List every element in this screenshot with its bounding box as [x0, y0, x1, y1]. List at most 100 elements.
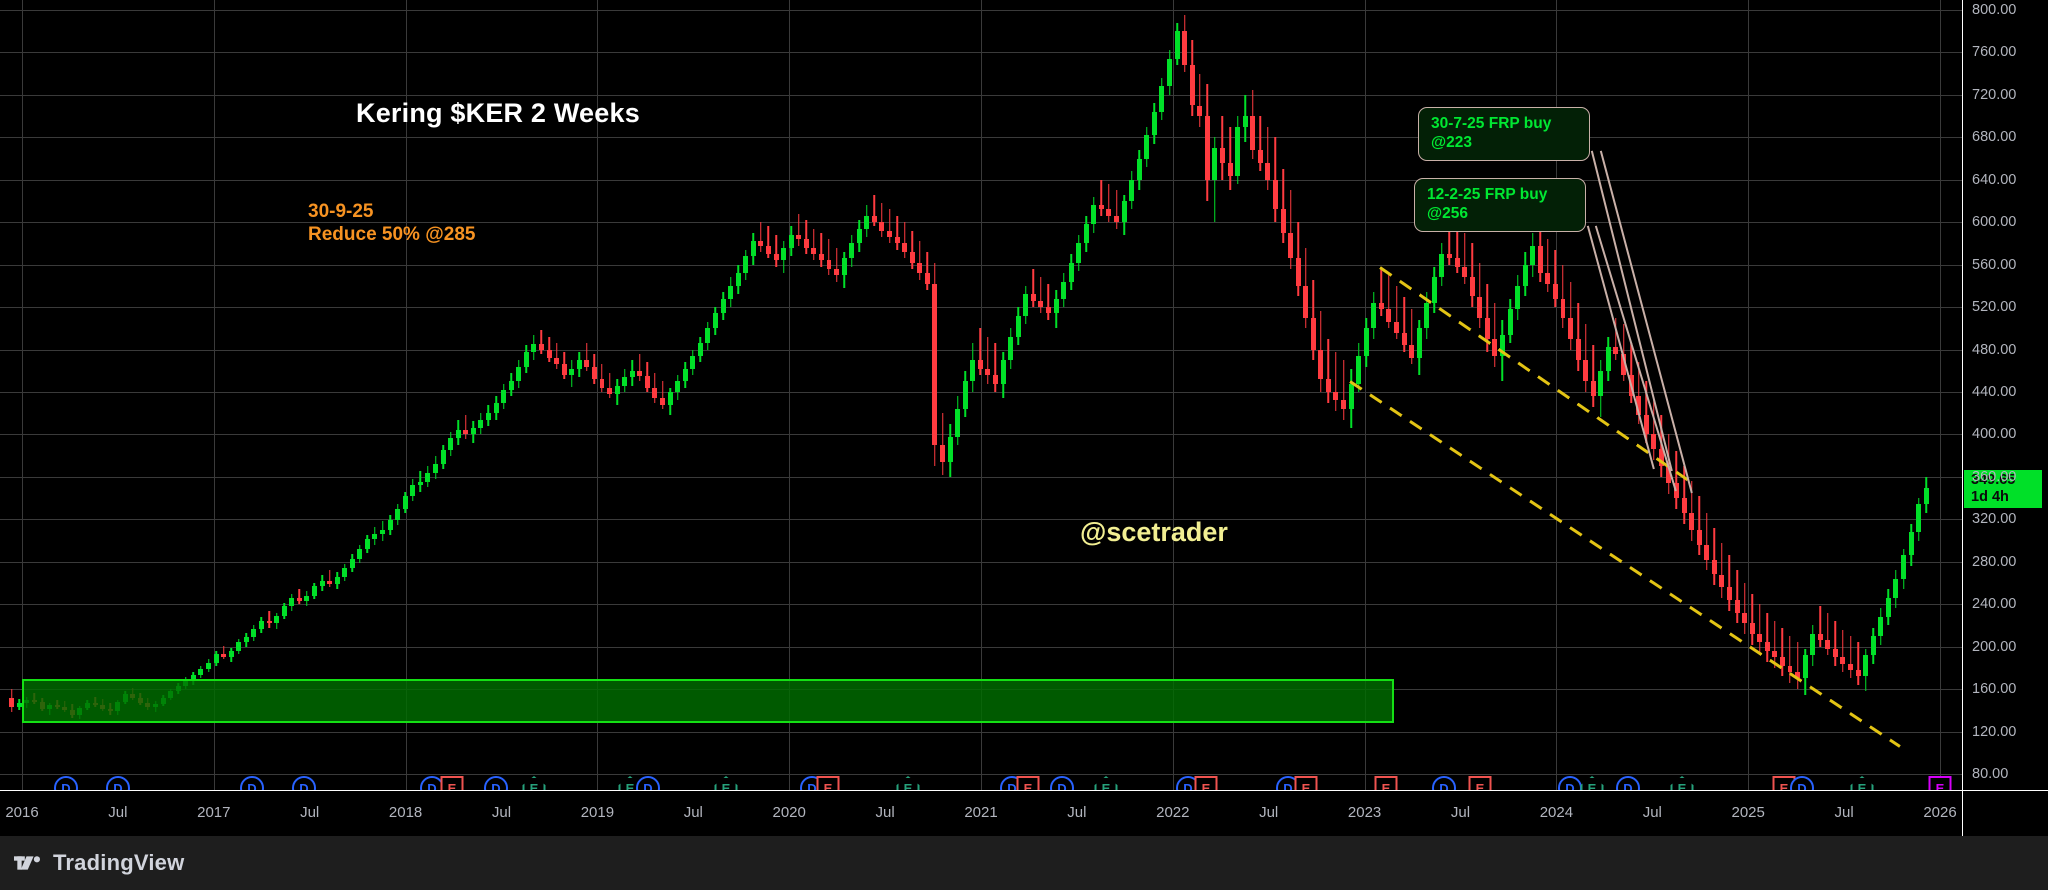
- support-zone-rectangle[interactable]: [21, 678, 1394, 724]
- earnings-marker-miss[interactable]: E: [1468, 776, 1492, 790]
- earnings-marker-beat[interactable]: E: [522, 776, 546, 790]
- dividend-marker[interactable]: D: [292, 776, 316, 790]
- candle: [1061, 0, 1067, 790]
- candle: [554, 0, 560, 790]
- dividend-marker[interactable]: D: [54, 776, 78, 790]
- time-axis-tick: 2025: [1731, 804, 1765, 821]
- chart-title-label: Kering $KER 2 Weeks: [356, 98, 640, 128]
- earnings-marker-beat[interactable]: E: [714, 776, 738, 790]
- candle: [955, 0, 961, 790]
- price-axis-tick: 160.00: [1972, 681, 2017, 698]
- candle: [796, 0, 802, 790]
- candle: [380, 0, 386, 790]
- dividend-marker[interactable]: D: [484, 776, 508, 790]
- earnings-marker-upcoming[interactable]: E: [1928, 776, 1952, 790]
- candle: [1416, 0, 1422, 790]
- candle: [183, 0, 189, 790]
- price-axis-tick: 320.00: [1972, 511, 2017, 528]
- dividend-marker[interactable]: D: [1432, 776, 1456, 790]
- candle: [1303, 0, 1309, 790]
- candle: [758, 0, 764, 790]
- gridline-vertical: [22, 0, 23, 790]
- candle: [1189, 0, 1195, 790]
- candle: [1136, 0, 1142, 790]
- callout-frp-buy-256[interactable]: 12-2-25 FRP buy @256: [1414, 178, 1586, 233]
- price-axis-tick: 600.00: [1972, 214, 2017, 231]
- candle: [1212, 0, 1218, 790]
- candle: [1159, 0, 1165, 790]
- tradingview-logo[interactable]: TradingView: [14, 850, 184, 876]
- earnings-marker-beat[interactable]: E: [896, 776, 920, 790]
- dividend-marker[interactable]: D: [1050, 776, 1074, 790]
- earnings-marker-miss[interactable]: E: [1016, 776, 1040, 790]
- time-axis-tick: 2026: [1923, 804, 1957, 821]
- gridline-vertical: [213, 0, 215, 790]
- candle: [1341, 0, 1347, 790]
- candle: [1023, 0, 1029, 790]
- candle: [1749, 0, 1755, 790]
- candle: [1462, 0, 1468, 790]
- candle: [1764, 0, 1770, 790]
- price-axis-tick: 240.00: [1972, 596, 2017, 613]
- candle: [1621, 0, 1627, 790]
- candle: [1711, 0, 1717, 790]
- reduce-position-note: 30-9-25 Reduce 50% @285: [308, 201, 476, 246]
- candle: [1560, 0, 1566, 790]
- dividend-marker[interactable]: D: [420, 776, 444, 790]
- candle: [62, 0, 68, 790]
- candle: [107, 0, 113, 790]
- candle: [932, 0, 938, 790]
- candle: [327, 0, 333, 790]
- earnings-marker-miss[interactable]: E: [1194, 776, 1218, 790]
- dividend-marker[interactable]: D: [106, 776, 130, 790]
- callout-frp-buy-223[interactable]: 30-7-25 FRP buy @223: [1418, 107, 1590, 162]
- candle: [372, 0, 378, 790]
- candle: [130, 0, 136, 790]
- candle: [614, 0, 620, 790]
- candle: [122, 0, 128, 790]
- earnings-marker-miss[interactable]: E: [440, 776, 464, 790]
- candle: [1310, 0, 1316, 790]
- dividend-marker[interactable]: D: [1558, 776, 1582, 790]
- time-axis[interactable]: 2016 Jul 2017 Jul 2018 Jul 2019 Jul 2020 Jul 2021 J…: [0, 790, 1962, 836]
- earnings-marker-miss[interactable]: E: [1374, 776, 1398, 790]
- earnings-marker-miss[interactable]: E: [816, 776, 840, 790]
- candle: [281, 0, 287, 790]
- gridline-vertical: [1940, 0, 1941, 790]
- candle: [1810, 0, 1816, 790]
- price-axis-tick: 440.00: [1972, 384, 2017, 400]
- dividend-marker[interactable]: D: [636, 776, 660, 790]
- candle: [296, 0, 302, 790]
- dividend-marker[interactable]: D: [240, 776, 264, 790]
- candle: [660, 0, 666, 790]
- time-axis-tick: Jul: [1834, 804, 1854, 821]
- candle: [92, 0, 98, 790]
- earnings-marker-beat[interactable]: E: [1670, 776, 1694, 790]
- candle: [1901, 0, 1906, 790]
- candle: [992, 0, 998, 790]
- time-axis-tick: 2022: [1156, 804, 1190, 821]
- earnings-marker-miss[interactable]: E: [1294, 776, 1318, 790]
- candle: [1114, 0, 1120, 790]
- earnings-marker-beat[interactable]: E: [1850, 776, 1874, 790]
- candle: [1409, 0, 1415, 790]
- earnings-marker-beat[interactable]: E: [1094, 776, 1118, 790]
- time-axis-tick: Jul: [300, 804, 320, 821]
- chart-plot-area[interactable]: Kering $KER 2 Weeks 30-9-25 Reduce 50% @…: [0, 0, 1962, 790]
- candle: [962, 0, 968, 790]
- candle: [924, 0, 930, 790]
- candle: [1325, 0, 1331, 790]
- price-axis[interactable]: 349.65 1d 4h 800.00 760.00 720.00 680.00 640…: [1962, 0, 2048, 790]
- current-price-badge: 349.65 1d 4h: [1964, 469, 2042, 509]
- candle: [1000, 0, 1006, 790]
- candle: [1227, 0, 1233, 790]
- earnings-marker-beat[interactable]: E: [1580, 776, 1604, 790]
- dividend-marker[interactable]: D: [1790, 776, 1814, 790]
- time-axis-tick: 2017: [197, 804, 231, 821]
- dividend-marker[interactable]: D: [1616, 776, 1640, 790]
- candle: [1787, 0, 1793, 790]
- candle: [803, 0, 809, 790]
- time-axis-tick: 2023: [1347, 804, 1382, 821]
- candle: [1363, 0, 1369, 790]
- candle: [818, 0, 824, 790]
